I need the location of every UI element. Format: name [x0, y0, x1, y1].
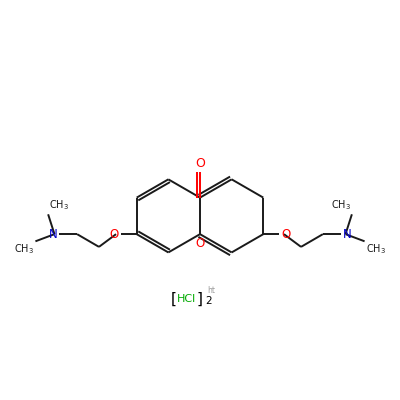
Text: O: O	[195, 157, 205, 170]
Text: N: N	[48, 228, 57, 241]
Text: HCl: HCl	[176, 294, 196, 304]
Text: CH$_3$: CH$_3$	[366, 242, 386, 256]
Text: O: O	[195, 236, 205, 250]
Text: CH$_3$: CH$_3$	[49, 198, 69, 212]
Text: O: O	[281, 228, 290, 241]
Text: CH$_3$: CH$_3$	[14, 242, 34, 256]
Text: [: [	[171, 292, 177, 307]
Text: O: O	[110, 228, 119, 241]
Text: CH$_3$: CH$_3$	[331, 198, 351, 212]
Text: 2: 2	[205, 296, 211, 306]
Text: ]: ]	[196, 292, 202, 307]
Text: N: N	[343, 228, 352, 241]
Text: ht: ht	[207, 286, 215, 295]
